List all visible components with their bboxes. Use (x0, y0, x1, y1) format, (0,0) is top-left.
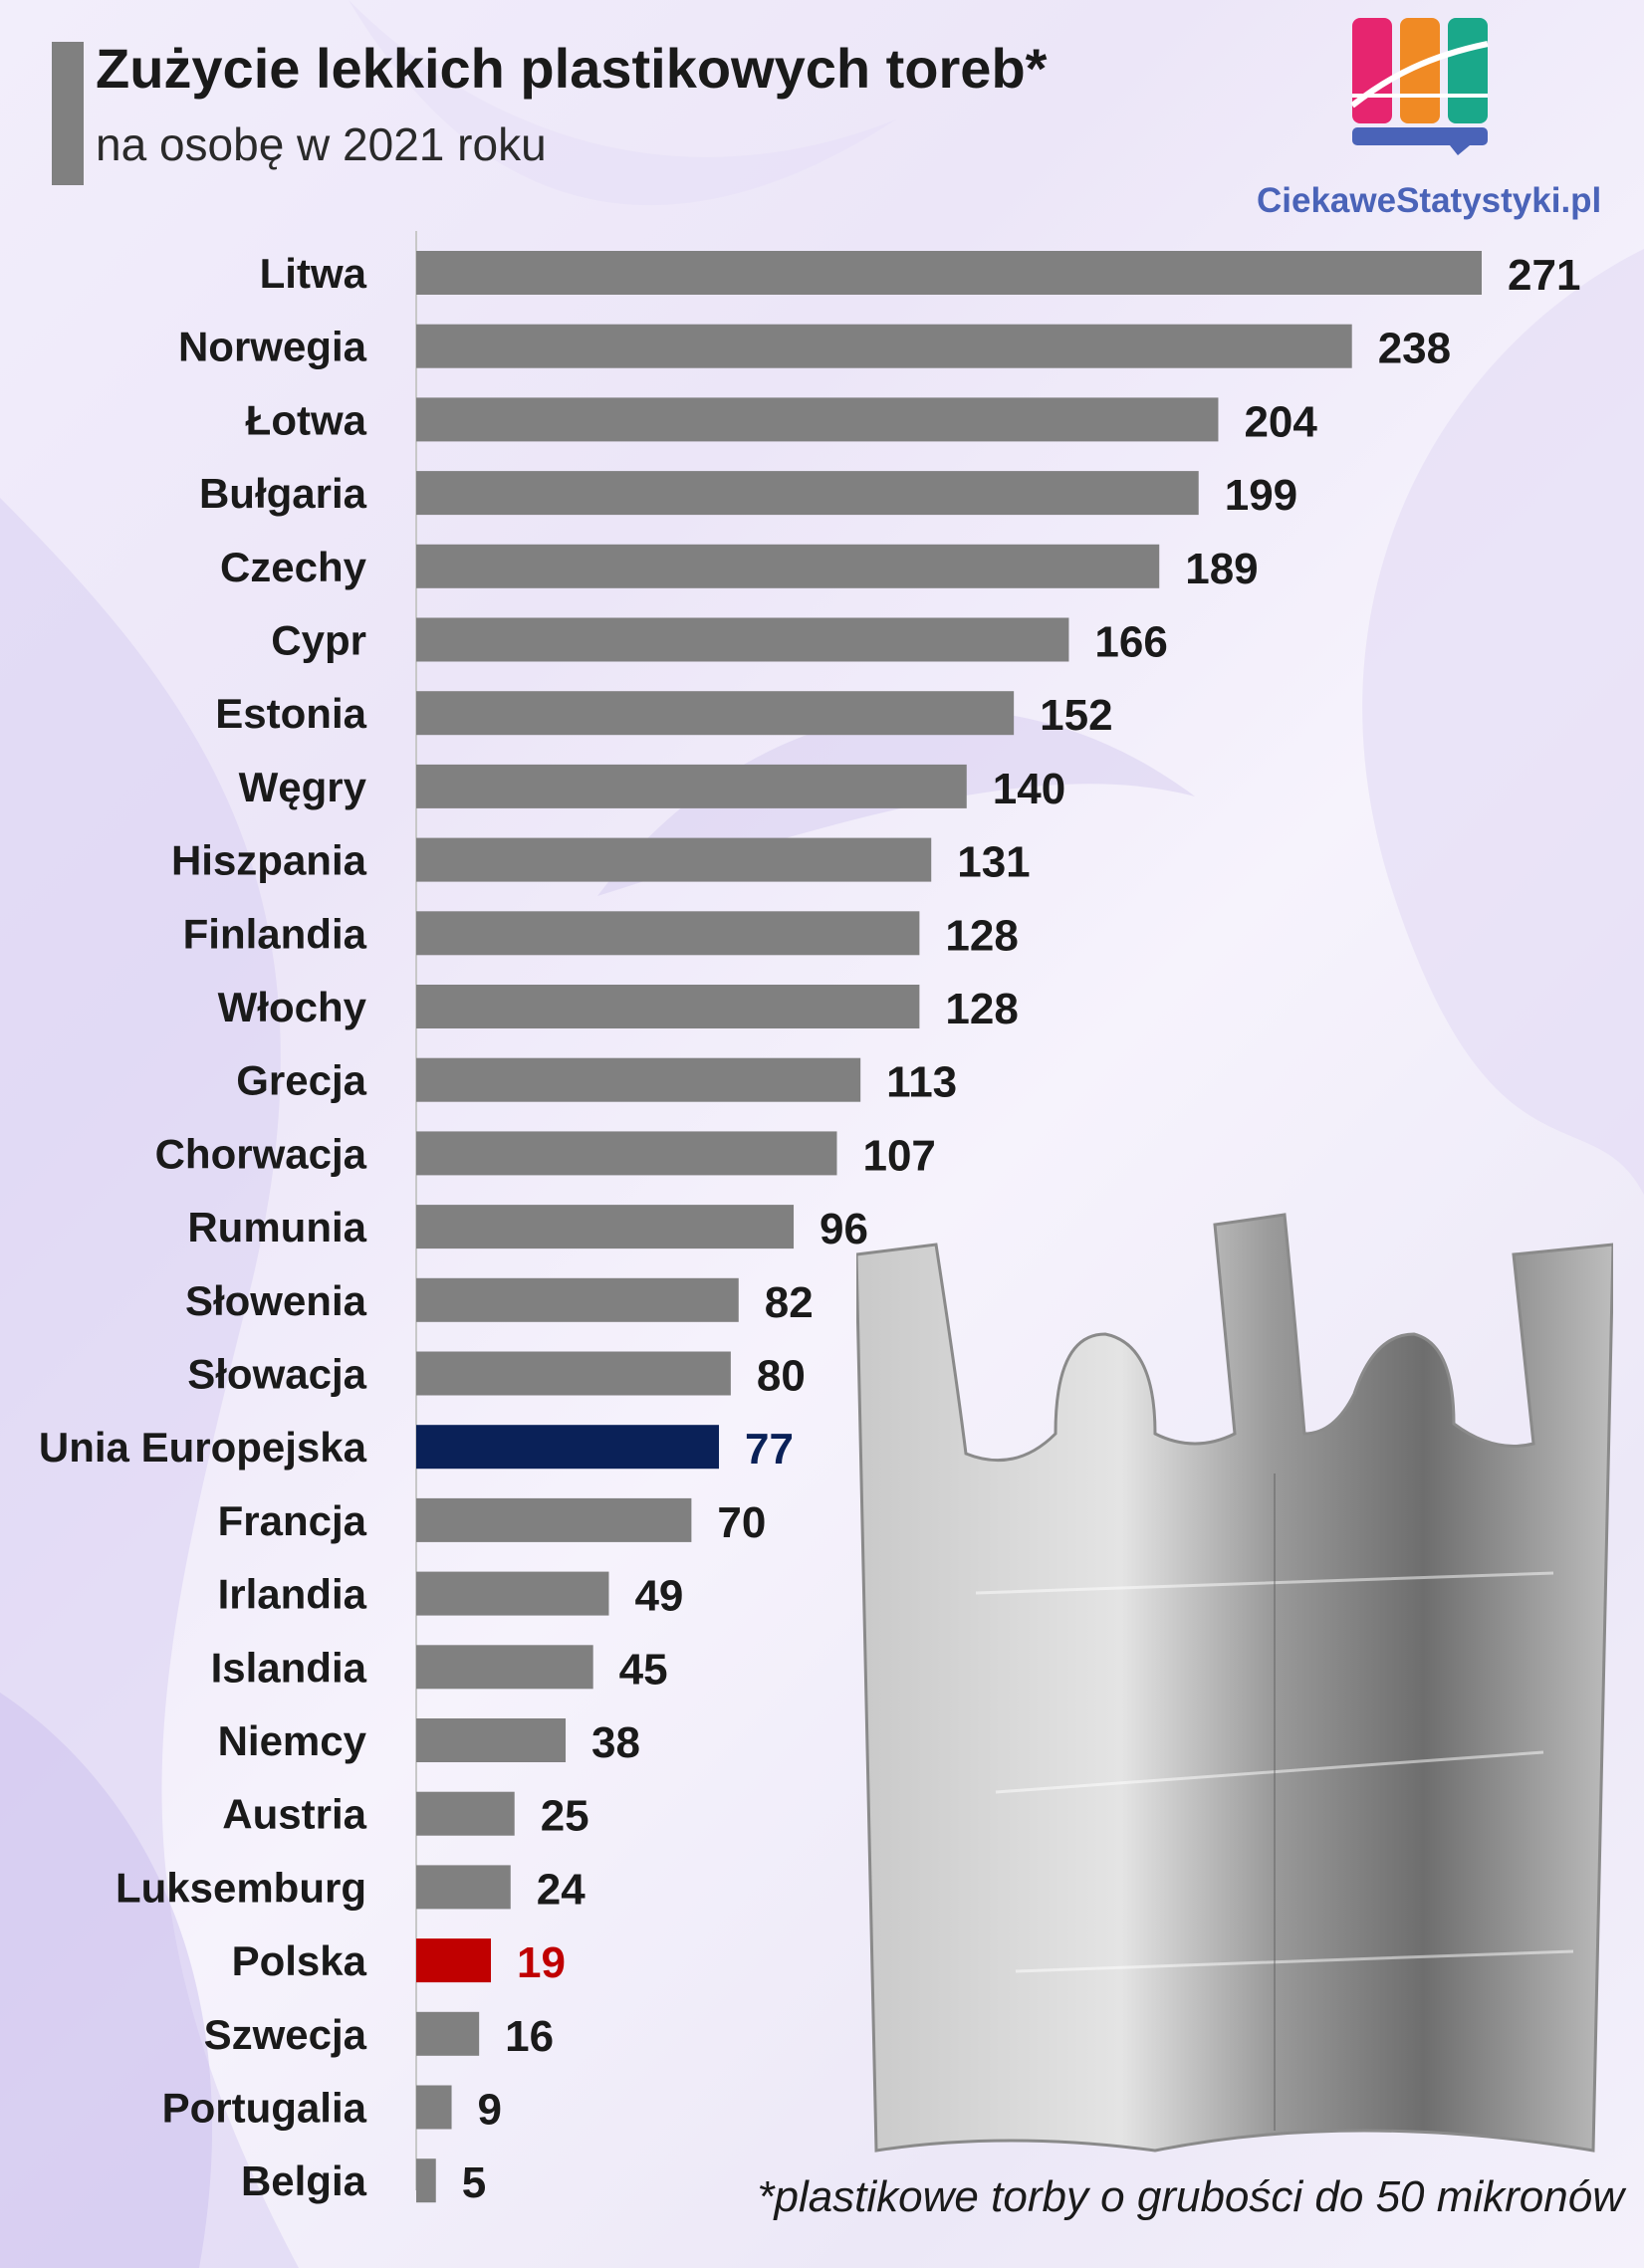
bar (416, 1497, 692, 1542)
bar (416, 1205, 795, 1249)
category-label: Grecja (236, 1057, 366, 1104)
chart-subtitle: na osobę w 2021 roku (96, 118, 547, 170)
data-label: 49 (634, 1572, 683, 1621)
data-label: 80 (757, 1352, 806, 1401)
bar (416, 764, 967, 808)
data-label: 45 (619, 1645, 668, 1694)
data-label: 5 (462, 2158, 486, 2207)
bar (416, 1425, 720, 1470)
bar (416, 911, 920, 956)
bar (416, 1351, 731, 1396)
category-label: Węgry (239, 764, 367, 810)
category-label: Czechy (220, 544, 367, 590)
bar (416, 1865, 511, 1910)
data-label: 152 (1040, 691, 1112, 740)
bar (416, 1571, 609, 1616)
bar (416, 1718, 567, 1762)
bar (416, 471, 1199, 516)
category-label: Polska (232, 1937, 367, 1984)
data-label: 82 (765, 1278, 814, 1327)
bar (416, 251, 1482, 295)
bar (416, 544, 1160, 588)
bar (416, 1645, 593, 1690)
footnote: *plastikowe torby o grubości do 50 mikro… (757, 2172, 1624, 2221)
category-label: Islandia (211, 1644, 367, 1691)
bar (416, 2085, 452, 2130)
category-label: Cypr (271, 617, 366, 664)
category-label: Hiszpania (171, 837, 367, 884)
bar (416, 1277, 739, 1322)
category-label: Belgia (241, 2157, 367, 2204)
data-label: 199 (1225, 471, 1297, 520)
bar (416, 1791, 515, 1836)
data-label: 189 (1185, 545, 1258, 593)
category-label: Norwegia (178, 324, 367, 370)
chart-title: Zużycie lekkich plastikowych toreb* (96, 37, 1048, 100)
ciekawestatystyki-logo-icon (1350, 18, 1489, 155)
data-label: 238 (1378, 325, 1451, 373)
bar (416, 837, 932, 882)
bar (416, 617, 1069, 662)
category-label: Bułgaria (199, 470, 367, 517)
bar (416, 1938, 492, 1983)
category-label: Niemcy (218, 1717, 367, 1764)
category-label: Rumunia (187, 1204, 366, 1250)
category-label: Unia Europejska (39, 1424, 367, 1471)
bar (416, 2158, 436, 2203)
data-label: 271 (1508, 251, 1580, 300)
data-label: 128 (945, 985, 1018, 1033)
category-label: Luksemburg (116, 1864, 366, 1911)
data-label: 140 (993, 765, 1065, 813)
category-label: Estonia (215, 690, 366, 737)
data-label: 166 (1094, 618, 1167, 667)
data-label: 77 (745, 1425, 794, 1474)
category-label: Francja (218, 1497, 367, 1544)
data-label: 38 (591, 1718, 640, 1767)
bar (416, 324, 1352, 368)
category-label: Portugalia (162, 2085, 367, 2132)
bar (416, 985, 920, 1028)
data-label: 128 (945, 911, 1018, 960)
bar (416, 1057, 861, 1102)
plastic-bag-icon (856, 1213, 1613, 2153)
category-label: Finlandia (183, 910, 367, 957)
category-label: Szwecja (204, 2011, 367, 2058)
logo-text: CiekaweStatystyki.pl (1257, 181, 1602, 220)
data-label: 16 (505, 2012, 554, 2061)
bar (416, 1131, 837, 1176)
category-label: Austria (222, 1791, 366, 1838)
category-label: Chorwacja (155, 1130, 367, 1177)
data-label: 24 (537, 1865, 586, 1914)
data-label: 204 (1244, 397, 1317, 446)
category-label: Irlandia (218, 1571, 367, 1618)
category-label: Słowenia (185, 1277, 367, 1324)
category-label: Litwa (260, 250, 367, 297)
data-label: 131 (957, 838, 1030, 887)
data-label: 25 (541, 1792, 589, 1841)
bar (416, 691, 1015, 736)
data-label: 107 (862, 1131, 935, 1180)
category-label: Łotwa (246, 396, 367, 443)
data-label: 70 (717, 1498, 766, 1547)
title-accent-bar (52, 42, 84, 185)
data-label: 96 (820, 1205, 868, 1253)
category-label: Słowacja (187, 1351, 366, 1398)
bar (416, 2011, 480, 2056)
data-label: 9 (478, 2086, 502, 2135)
data-label: 113 (886, 1058, 957, 1107)
bar (416, 397, 1219, 442)
category-label: Włochy (218, 984, 367, 1030)
data-label: 19 (517, 1938, 566, 1987)
